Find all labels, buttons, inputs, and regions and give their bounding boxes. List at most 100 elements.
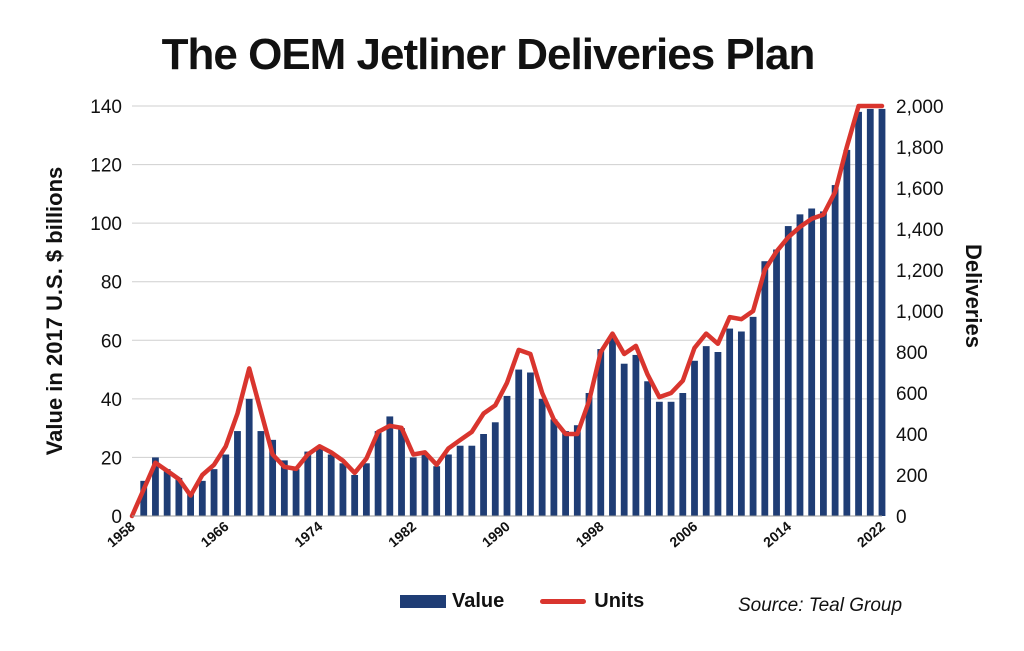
units-line	[129, 103, 885, 519]
value-bar	[878, 108, 886, 516]
y2-tick-label: 400	[896, 425, 928, 446]
value-bar	[527, 372, 534, 516]
y2-tick-label: 1,200	[896, 261, 944, 282]
y-tick-label: 120	[90, 156, 122, 177]
value-bar	[456, 445, 464, 516]
value-bar	[175, 477, 183, 516]
value-bar	[843, 149, 851, 516]
value-bar	[140, 480, 148, 516]
chart-title: The OEM Jetliner Deliveries Plan	[161, 30, 816, 79]
value-bar	[597, 349, 605, 516]
legend-label-value: Value	[452, 590, 505, 612]
x-tick-label: 1966	[198, 518, 232, 550]
value-bar	[445, 454, 452, 516]
value-bar	[269, 439, 277, 516]
x-tick-label: 1974	[291, 518, 325, 550]
value-bar	[737, 331, 745, 516]
value-bar	[491, 422, 499, 516]
value-bar	[784, 226, 792, 517]
value-bar	[761, 261, 769, 516]
value-bar	[820, 211, 827, 516]
y2-axis-label: Deliveries	[961, 244, 986, 348]
value-bar	[374, 431, 382, 516]
y2-tick-label: 200	[896, 466, 928, 487]
y2-tick-label: 1,000	[896, 302, 944, 323]
value-bar	[280, 460, 288, 516]
y2-tick-label: 2,000	[896, 97, 944, 118]
value-bar	[632, 354, 640, 516]
value-bar	[644, 381, 652, 516]
value-bar	[433, 466, 441, 516]
x-tick-label: 2006	[666, 518, 700, 550]
legend-swatch-units	[540, 599, 587, 604]
value-bar	[351, 475, 359, 516]
value-bar	[538, 398, 546, 516]
value-bar	[339, 463, 347, 516]
value-bar	[327, 454, 335, 516]
value-bar	[855, 111, 862, 516]
line-layer	[129, 103, 885, 519]
value-bar	[749, 316, 757, 516]
value-bar	[796, 214, 804, 516]
value-bar	[398, 428, 405, 516]
value-bar	[620, 363, 628, 516]
y-tick-label: 80	[101, 273, 122, 294]
y2-tick-label: 800	[896, 343, 928, 364]
chart-legend: Value Units	[400, 590, 680, 613]
value-bar	[550, 419, 558, 516]
legend-label-units: Units	[594, 590, 645, 612]
value-bar	[503, 395, 511, 516]
value-bar	[667, 401, 675, 516]
value-bar	[187, 492, 194, 516]
value-bar	[562, 431, 569, 516]
x-tick-label: 1958	[104, 518, 138, 550]
y2-tick-label: 1,400	[896, 220, 944, 241]
legend-item-units: Units	[540, 590, 644, 613]
y-tick-label: 40	[101, 390, 122, 411]
value-bar	[210, 469, 218, 516]
value-bar	[468, 445, 476, 516]
value-bar	[316, 448, 323, 516]
y2-tick-label: 1,800	[896, 138, 944, 159]
value-bar	[773, 249, 780, 516]
value-bar	[655, 401, 663, 516]
x-tick-label: 2014	[760, 518, 794, 550]
value-bar	[245, 398, 253, 516]
x-tick-label: 1982	[385, 518, 419, 550]
y2-tick-label: 1,600	[896, 179, 944, 200]
legend-item-value: Value	[400, 590, 504, 613]
value-bar	[515, 369, 523, 516]
y-tick-label: 140	[90, 97, 122, 118]
value-bar	[257, 431, 265, 516]
value-bar	[234, 431, 241, 516]
value-bar	[808, 208, 816, 516]
value-bar	[362, 463, 370, 516]
value-bar	[866, 108, 874, 516]
value-bar	[585, 393, 593, 516]
y-axis-label: Value in 2017 U.S. $ billions	[42, 167, 67, 456]
value-bar	[421, 454, 429, 516]
value-bar	[152, 457, 159, 516]
y-tick-label: 0	[111, 507, 122, 528]
value-bar	[222, 454, 230, 516]
y2-tick-label: 0	[896, 507, 907, 528]
x-tick-label: 2022	[854, 518, 888, 550]
y-tick-label: 60	[101, 331, 122, 352]
value-bar	[304, 451, 312, 516]
legend-swatch-value	[400, 595, 446, 608]
value-bar	[691, 360, 698, 516]
value-bar	[702, 346, 710, 516]
value-bar	[409, 457, 417, 516]
x-tick-label: 1998	[573, 518, 607, 550]
value-bar	[726, 328, 734, 516]
value-bar	[480, 434, 487, 516]
value-bar	[831, 185, 839, 517]
value-bar	[386, 416, 394, 516]
y-tick-label: 20	[101, 448, 122, 469]
y-tick-label: 100	[90, 214, 122, 235]
y2-tick-label: 600	[896, 384, 928, 405]
value-bar	[198, 480, 206, 516]
value-bar	[609, 337, 616, 516]
value-bar	[679, 393, 687, 516]
